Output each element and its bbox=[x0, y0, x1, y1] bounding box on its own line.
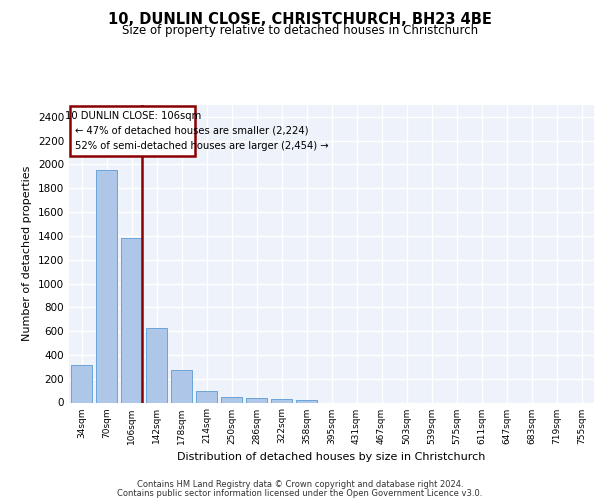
Text: ← 47% of detached houses are smaller (2,224): ← 47% of detached houses are smaller (2,… bbox=[75, 125, 308, 135]
Text: 52% of semi-detached houses are larger (2,454) →: 52% of semi-detached houses are larger (… bbox=[75, 140, 328, 150]
Bar bbox=[171, 370, 192, 402]
Bar bbox=[271, 399, 292, 402]
Bar bbox=[96, 170, 117, 402]
Text: Contains public sector information licensed under the Open Government Licence v3: Contains public sector information licen… bbox=[118, 489, 482, 498]
Text: 10, DUNLIN CLOSE, CHRISTCHURCH, BH23 4BE: 10, DUNLIN CLOSE, CHRISTCHURCH, BH23 4BE bbox=[108, 12, 492, 28]
Bar bbox=[71, 365, 92, 403]
Y-axis label: Number of detached properties: Number of detached properties bbox=[22, 166, 32, 342]
Bar bbox=[70, 106, 195, 156]
Bar bbox=[121, 238, 142, 402]
Text: Contains HM Land Registry data © Crown copyright and database right 2024.: Contains HM Land Registry data © Crown c… bbox=[137, 480, 463, 489]
Text: Size of property relative to detached houses in Christchurch: Size of property relative to detached ho… bbox=[122, 24, 478, 37]
Text: 10 DUNLIN CLOSE: 106sqm: 10 DUNLIN CLOSE: 106sqm bbox=[65, 111, 201, 121]
Bar bbox=[196, 390, 217, 402]
Bar bbox=[246, 398, 267, 402]
Bar bbox=[221, 397, 242, 402]
Bar bbox=[146, 328, 167, 402]
Bar bbox=[296, 400, 317, 402]
X-axis label: Distribution of detached houses by size in Christchurch: Distribution of detached houses by size … bbox=[178, 452, 485, 462]
